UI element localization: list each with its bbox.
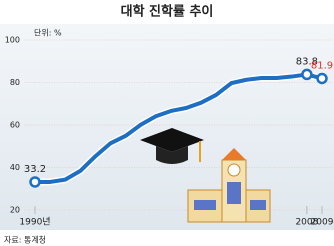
- unit-label: 단위: %: [34, 28, 62, 38]
- y-tick-label: 20: [10, 206, 20, 215]
- y-tick-label: 100: [5, 36, 20, 45]
- source: 자료: 통계청: [4, 235, 46, 245]
- data-label: 81.9: [311, 60, 333, 71]
- y-tick-label: 60: [10, 121, 20, 130]
- y-tick-label: 80: [10, 78, 20, 87]
- chart: 대학 진학률 추이 단위: % 자료: 통계청 20 40 60 80 100 1990년…: [0, 0, 334, 246]
- chart-title: 대학 진학률 추이: [121, 4, 214, 20]
- point: [31, 177, 40, 186]
- y-tick-label: 40: [10, 163, 20, 172]
- point: [318, 74, 327, 83]
- x-tick-label: 1990년: [19, 217, 50, 228]
- x-tick-label: 2009: [311, 218, 334, 228]
- plot-background: [0, 24, 334, 230]
- data-label: 33.2: [24, 164, 46, 175]
